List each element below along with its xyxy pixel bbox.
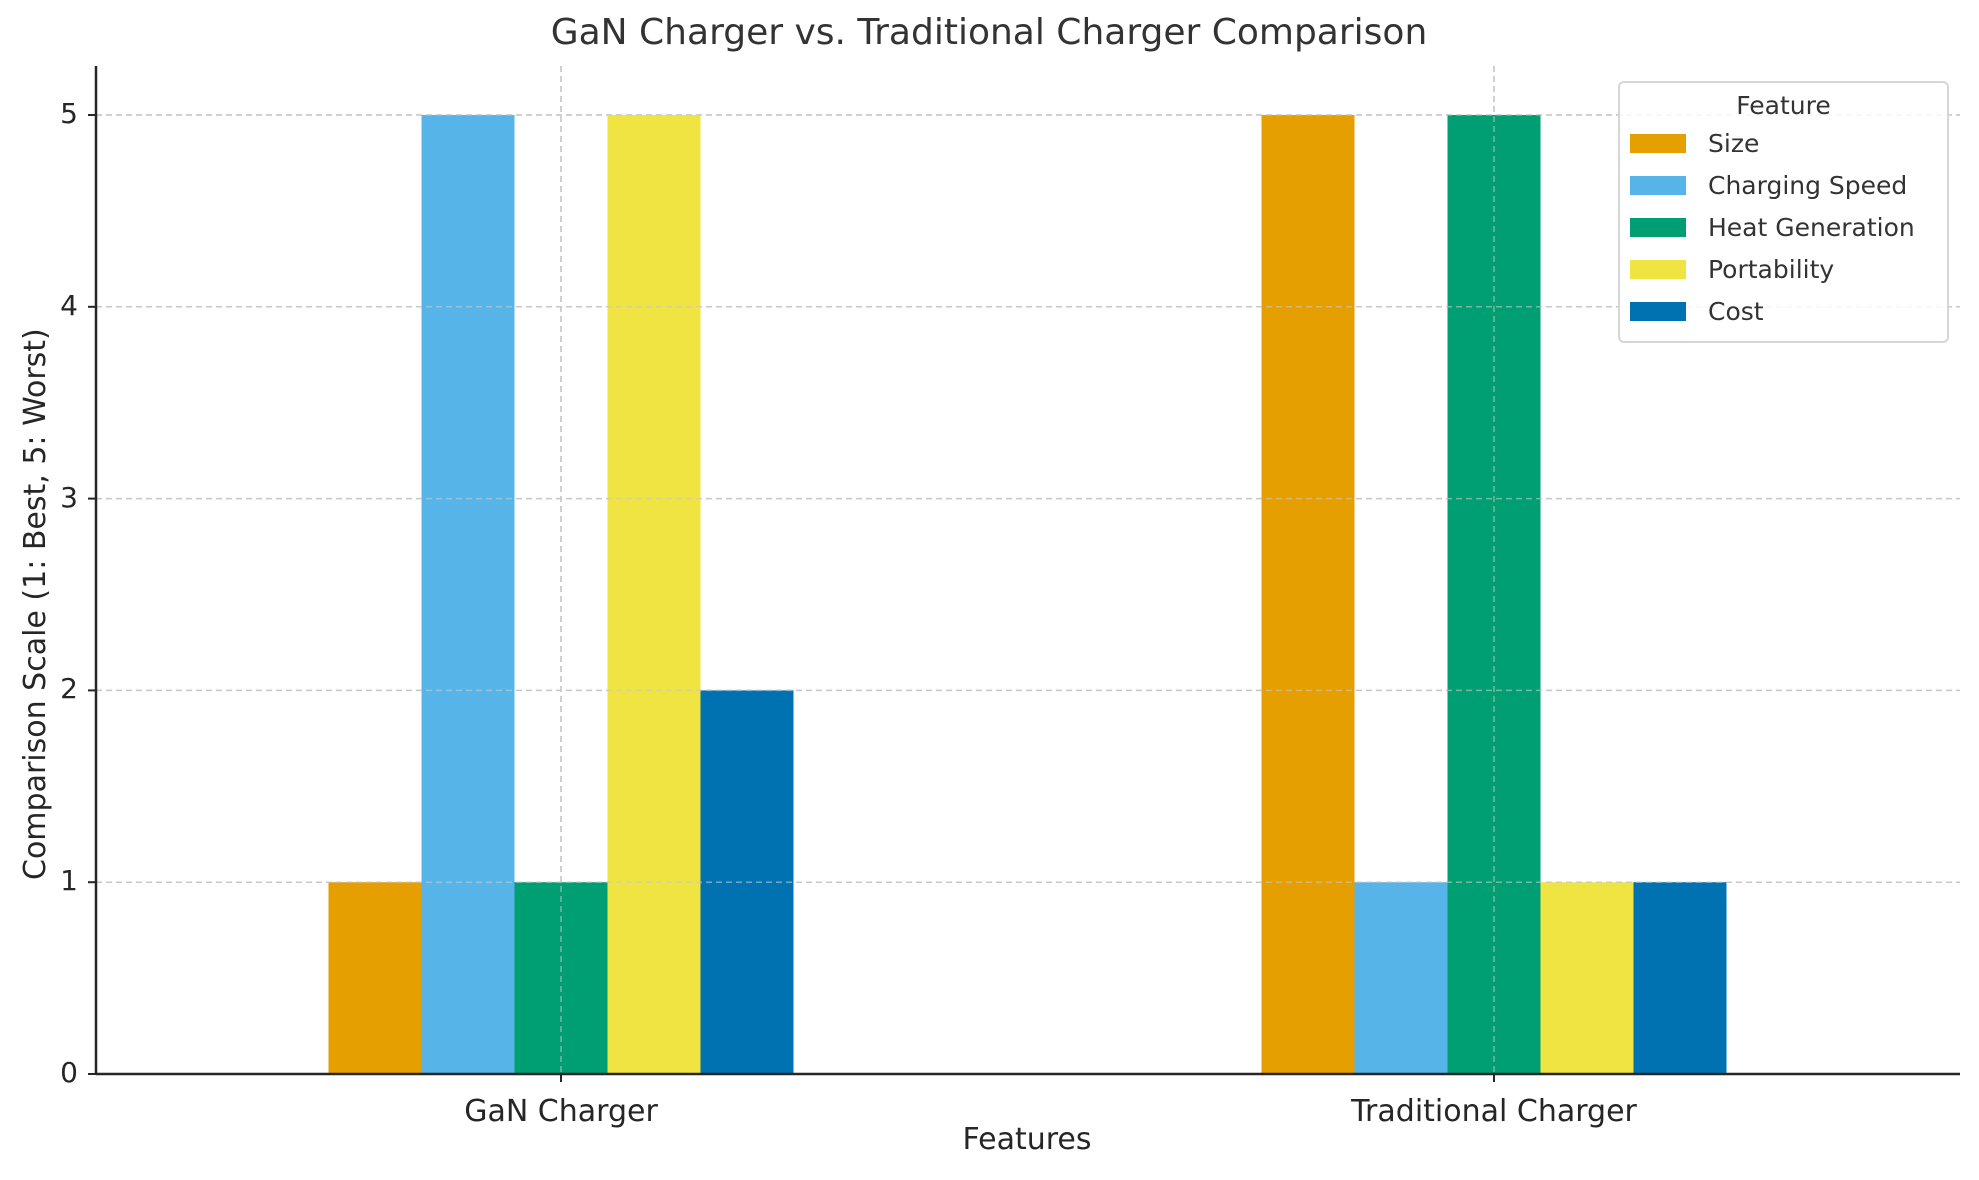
- y-tick-label: 5: [60, 97, 78, 130]
- y-axis-label: Comparison Scale (1: Best, 5: Worst): [18, 328, 53, 880]
- legend-swatch-icon: [1630, 259, 1686, 279]
- legend: Feature Size Charging Speed Heat Generatio…: [1618, 81, 1949, 343]
- legend-swatch-icon: [1630, 175, 1686, 195]
- bar: [1447, 115, 1541, 1074]
- chart-title: GaN Charger vs. Traditional Charger Comp…: [550, 12, 1428, 53]
- bar: [1261, 115, 1355, 1074]
- legend-item: Size: [1620, 122, 1947, 164]
- legend-item: Cost: [1620, 290, 1947, 332]
- legend-label: Portability: [1708, 254, 1835, 284]
- legend-label: Cost: [1708, 296, 1764, 326]
- legend-item: Charging Speed: [1620, 164, 1947, 206]
- x-axis-label: Features: [962, 1122, 1092, 1157]
- legend-swatch-icon: [1630, 301, 1686, 321]
- legend-item: Portability: [1620, 248, 1947, 290]
- legend-swatch-icon: [1630, 133, 1686, 153]
- bar: [421, 115, 515, 1074]
- bar: [607, 115, 701, 1074]
- x-tick-label: Traditional Charger: [1351, 1094, 1637, 1129]
- x-tick-label: GaN Charger: [464, 1094, 658, 1129]
- bar: [328, 882, 422, 1074]
- y-tick-label: 2: [60, 672, 78, 706]
- y-tick-label: 4: [60, 288, 78, 322]
- legend-label: Charging Speed: [1708, 170, 1908, 200]
- y-tick-label: 1: [60, 864, 78, 898]
- bar: [1633, 882, 1727, 1074]
- legend-title: Feature: [1736, 91, 1831, 120]
- legend-item: Heat Generation: [1620, 206, 1947, 248]
- legend-label: Heat Generation: [1708, 212, 1915, 242]
- bar: [1540, 882, 1634, 1074]
- y-tick-label: 0: [60, 1056, 78, 1089]
- y-tick-label: 3: [60, 480, 78, 514]
- legend-swatch-icon: [1630, 217, 1686, 237]
- legend-label: Size: [1708, 128, 1760, 158]
- bar: [1354, 882, 1448, 1074]
